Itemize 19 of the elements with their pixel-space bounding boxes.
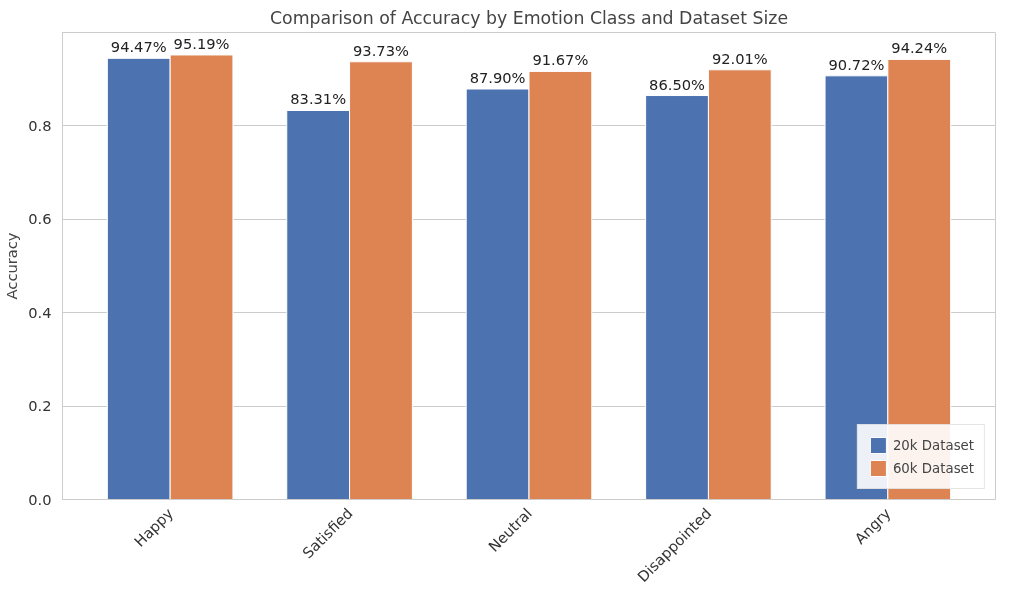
data-label: 83.31% xyxy=(290,90,347,108)
y-tick-label: 0.0 xyxy=(28,490,52,508)
data-label: 94.24% xyxy=(891,39,948,57)
y-tick-label: 0.6 xyxy=(28,210,52,228)
data-label: 93.73% xyxy=(353,41,409,59)
data-label: 87.90% xyxy=(469,69,526,87)
data-label: 94.47% xyxy=(110,38,167,56)
data-label: 90.72% xyxy=(828,55,885,73)
legend-label: 60k Dataset xyxy=(892,460,974,476)
y-tick-label: 0.2 xyxy=(28,397,52,415)
y-tick-label: 0.8 xyxy=(28,116,52,134)
data-label: 91.67% xyxy=(532,51,589,69)
data-label: 86.50% xyxy=(649,75,706,93)
data-label: 92.01% xyxy=(711,49,768,67)
y-tick-label: 0.4 xyxy=(28,303,52,321)
y-axis-title: Accuracy xyxy=(3,232,21,300)
chart-title: Comparison of Accuracy by Emotion Class and Dataset Size xyxy=(269,7,789,28)
data-label: 95.19% xyxy=(173,34,230,52)
legend-label: 20k Dataset xyxy=(892,437,974,453)
